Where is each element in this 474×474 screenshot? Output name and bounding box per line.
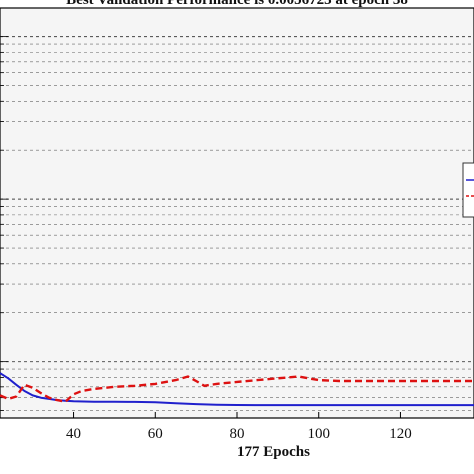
validation-series-line <box>0 375 474 403</box>
x-axis-ticks: 40 60 80 100 120 <box>66 412 412 442</box>
plot-area <box>0 7 474 419</box>
grid-lines <box>0 36 474 411</box>
x-axis-label: 177 Epochs <box>237 444 310 460</box>
x-tick-label: 60 <box>148 426 163 442</box>
chart-title: Best Validation Performance is 0.0056723… <box>66 0 408 8</box>
x-tick-label: 100 <box>307 426 330 442</box>
training-series-line <box>0 372 474 407</box>
x-tick-label: 80 <box>230 426 245 442</box>
legend-box <box>462 162 474 218</box>
x-tick-label: 40 <box>66 426 81 442</box>
series-lines <box>0 372 474 407</box>
legend <box>462 162 474 218</box>
x-tick-label: 120 <box>389 426 412 442</box>
